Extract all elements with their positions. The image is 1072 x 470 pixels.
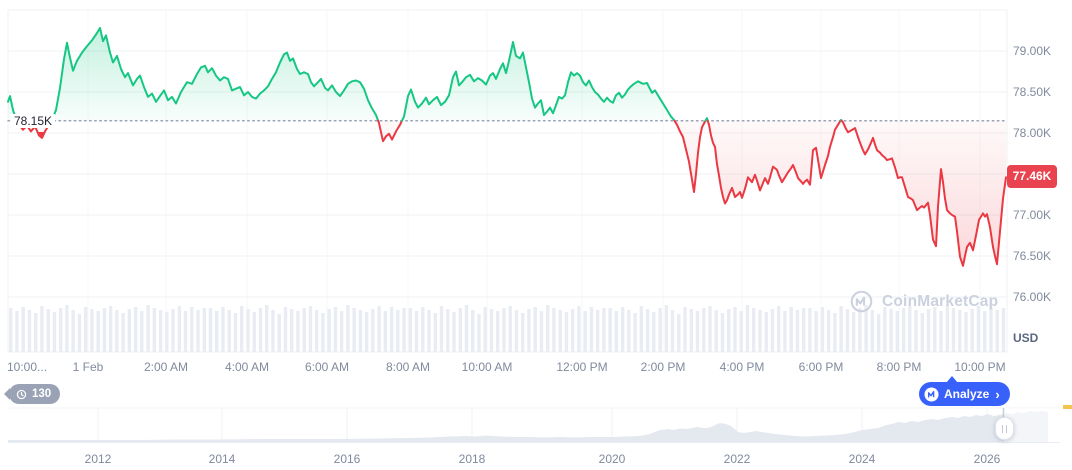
price-area-fills [8, 28, 1006, 266]
navigator-year-label: 2016 [333, 452, 361, 466]
y-axis-label: 78.50K [1013, 85, 1052, 99]
x-axis-label: 2:00 AM [143, 360, 189, 374]
navigator-handle[interactable] [995, 417, 1014, 440]
x-axis-label: 4:00 PM [719, 360, 765, 374]
y-axis-label: 76.50K [1013, 249, 1052, 263]
x-axis-label: 10:00 AM [461, 360, 513, 374]
watermark-text: CoinMarketCap [882, 292, 999, 310]
y-axis-unit-label: USD [1013, 331, 1039, 345]
x-axis-label: 2:00 PM [640, 360, 686, 374]
x-axis-label: 12:00 PM [556, 360, 608, 374]
baseline-price-label: 78.15K [11, 114, 56, 128]
navigator-year-label: 2022 [723, 452, 751, 466]
navigator-year-label: 2014 [208, 452, 236, 466]
history-count-badge[interactable]: 130 [3, 384, 61, 404]
navigator-year-label: 2026 [973, 452, 1001, 466]
y-axis-label: 78.00K [1013, 126, 1052, 140]
y-axis-label: 79.00K [1013, 44, 1052, 58]
y-axis-label: 76.00K [1013, 290, 1052, 304]
navigator-year-label: 2012 [84, 452, 112, 466]
x-axis-label: 6:00 PM [798, 360, 844, 374]
x-axis-label: 8:00 AM [385, 360, 431, 374]
volume-bars [9, 305, 1006, 352]
navigator-area [8, 411, 1048, 442]
current-price-badge: 77.46K [1007, 165, 1057, 188]
baseline-cross-marker [38, 132, 45, 138]
y-axis-label: 77.00K [1013, 208, 1052, 222]
coinmarketcap-watermark: CoinMarketCap [849, 289, 998, 314]
x-axis-label: 10:00... [7, 360, 48, 374]
x-axis-label: 6:00 AM [304, 360, 350, 374]
navigator-year-label: 2020 [598, 452, 626, 466]
analyze-button[interactable]: Analyze › [919, 376, 1010, 406]
x-axis-label: 1 Feb [72, 360, 104, 374]
coinmarketcap-logo-icon [924, 386, 939, 402]
navigator-year-label: 2018 [458, 452, 486, 466]
x-axis-label: 10:00 PM [954, 360, 1006, 374]
chevron-right-icon: › [995, 386, 1000, 402]
x-axis-label: 4:00 AM [224, 360, 270, 374]
analyze-label: Analyze [944, 387, 990, 401]
navigator-year-label: 2024 [848, 452, 876, 466]
coinmarketcap-logo-icon [849, 289, 874, 314]
price-line [7, 27, 1007, 267]
history-count: 130 [32, 388, 52, 400]
x-axis-label: 8:00 PM [876, 360, 922, 374]
clock-history-icon [15, 388, 28, 401]
